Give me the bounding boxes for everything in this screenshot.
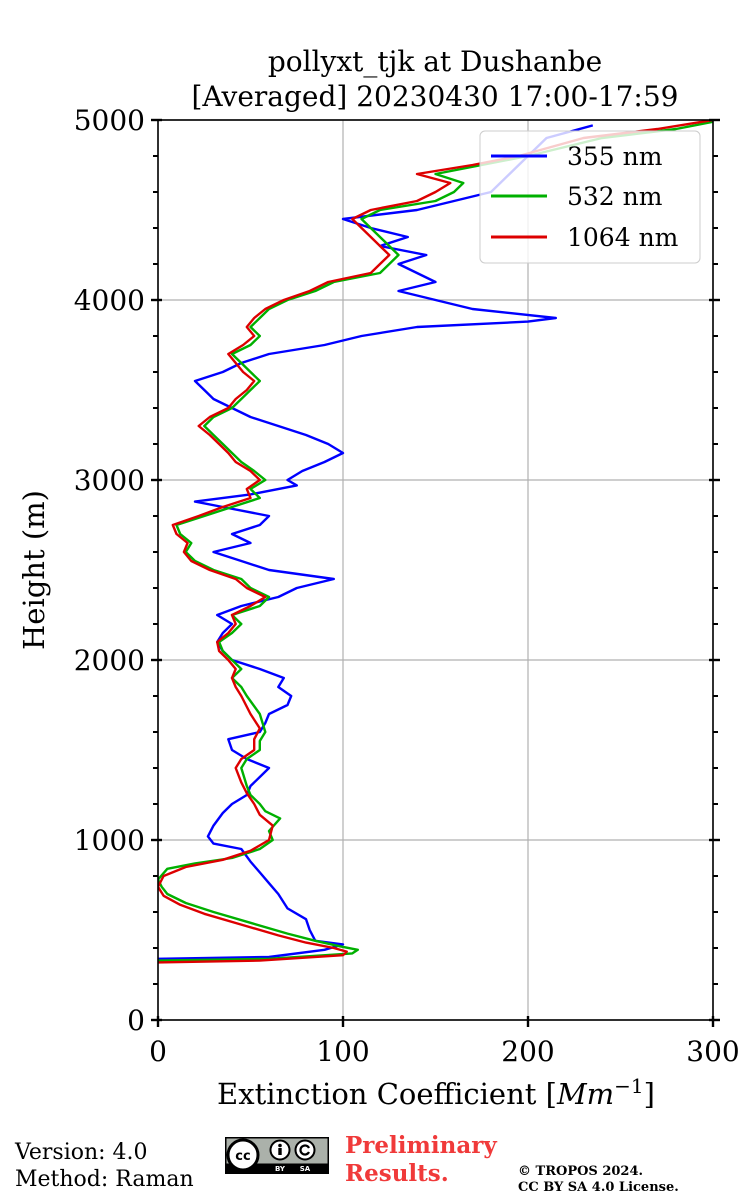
copyright-notice: © TROPOS 2024. CC BY SA 4.0 License. — [518, 1164, 679, 1196]
x-tick-label: 0 — [149, 1035, 167, 1068]
copyright-line2: CC BY SA 4.0 License. — [518, 1180, 679, 1195]
series-layer — [158, 120, 713, 964]
axis-ticks — [151, 118, 720, 1027]
svg-text:SA: SA — [300, 1165, 311, 1173]
svg-text:cc: cc — [235, 1149, 250, 1164]
chart-title-line2: [Averaged] 20230430 17:00-17:59 — [192, 80, 679, 113]
legend-label-355: 355 nm — [567, 142, 663, 171]
chart-title-line1: pollyxt_tjk at Dushanbe — [268, 45, 602, 78]
legend: 355 nm 532 nm 1064 nm — [479, 130, 701, 264]
legend-box — [479, 130, 701, 264]
series-line-355-nm — [158, 124, 594, 960]
y-tick-label: 0 — [127, 1004, 145, 1037]
extinction-profile-chart: pollyxt_tjk at Dushanbe [Averaged] 20230… — [17, 45, 740, 1111]
x-axis-label: Extinction Coefficient [Mm−1] — [217, 1074, 655, 1111]
method-text: Method: Raman — [15, 1167, 194, 1192]
y-axis-label: Height (m) — [17, 490, 51, 650]
cc-by-sa-icon: cc BY SA — [225, 1137, 329, 1174]
copyright-line1: © TROPOS 2024. — [518, 1164, 644, 1179]
legend-label-532: 532 nm — [567, 182, 663, 211]
y-tick-label: 3000 — [74, 464, 145, 497]
preliminary-notice: Preliminary Results. — [345, 1132, 497, 1188]
preliminary-line1: Preliminary — [345, 1132, 497, 1159]
x-tick-label: 300 — [686, 1035, 739, 1068]
y-tick-label: 5000 — [74, 104, 145, 137]
y-tick-label: 4000 — [74, 284, 145, 317]
series-line-1064-nm — [158, 120, 713, 964]
svg-text:BY: BY — [275, 1165, 286, 1173]
version-text: Version: 4.0 — [15, 1140, 148, 1165]
y-tick-label: 1000 — [74, 824, 145, 857]
x-tick-label: 200 — [501, 1035, 554, 1068]
plot-frame — [157, 119, 714, 1021]
preliminary-line2: Results. — [345, 1160, 449, 1187]
tick-labels: 0 1000 2000 3000 4000 5000 0 100 200 300 — [74, 104, 740, 1068]
x-tick-label: 100 — [316, 1035, 369, 1068]
legend-label-1064: 1064 nm — [567, 223, 679, 252]
y-tick-label: 2000 — [74, 644, 145, 677]
